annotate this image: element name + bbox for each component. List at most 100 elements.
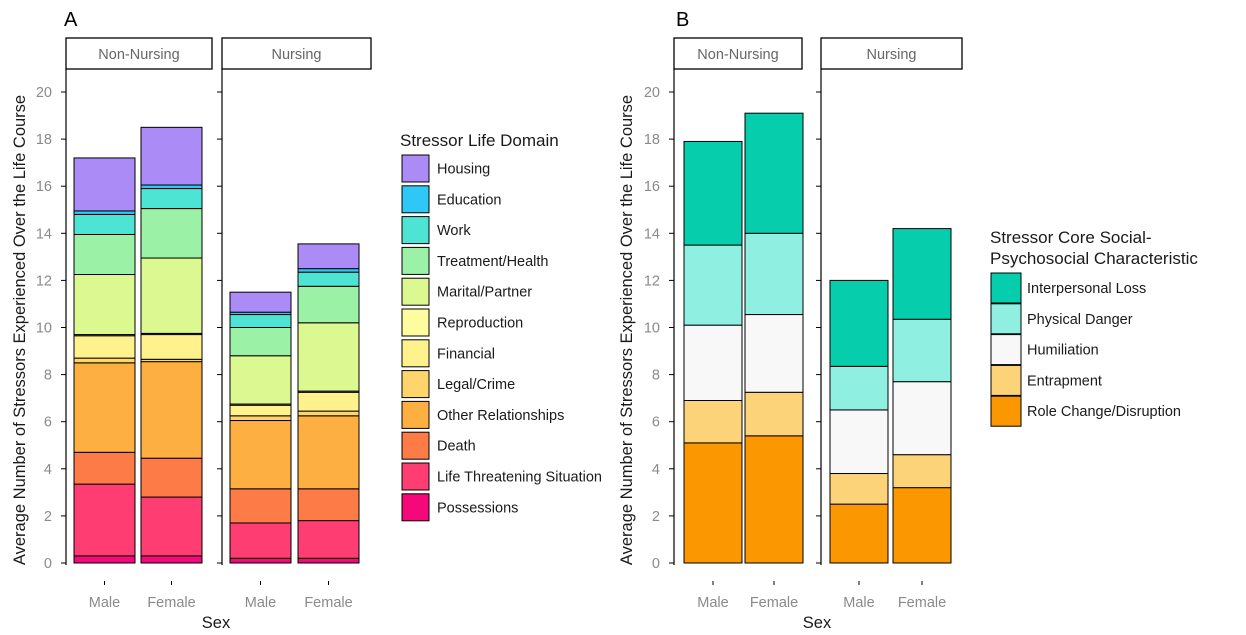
- bar-segment: [829, 473, 889, 505]
- bar-segment: [892, 454, 952, 489]
- legend-label: Work: [437, 223, 471, 239]
- bar-segment: [73, 555, 136, 564]
- panel-b-facet-strips: Non-Nursing Nursing: [673, 37, 963, 70]
- panel-a-y-ticks: 0 2 4 6 8 10 12 14 16 18 20: [36, 85, 222, 572]
- bar-segment: [829, 409, 889, 475]
- y-tick-label: 14: [36, 226, 52, 242]
- panel-a-x-axis-title: Sex: [202, 614, 231, 632]
- panel-b-legend-title-line-2: Psychosocial Characteristic: [990, 249, 1198, 268]
- bar-segment: [73, 274, 136, 336]
- bar-segment: [73, 233, 136, 276]
- legend-label: Interpersonal Loss: [1027, 281, 1146, 297]
- panel-b-label: B: [676, 9, 689, 31]
- legend-label: Legal/Crime: [437, 377, 515, 393]
- x-tick-label: Male: [245, 595, 276, 611]
- legend-label: Life Threatening Situation: [437, 470, 602, 486]
- bar-segment: [229, 488, 292, 524]
- legend-label: Marital/Partner: [437, 285, 532, 301]
- bar-segment: [683, 442, 743, 564]
- bar-segment: [892, 381, 952, 456]
- facet-strip-label: Non-Nursing: [98, 47, 179, 63]
- y-tick-label: 4: [652, 462, 660, 478]
- bar-segment: [297, 415, 360, 490]
- bar-segment: [229, 557, 292, 564]
- panel-b-x-ticks: Male Female Male Female: [697, 581, 946, 611]
- legend-swatch: [990, 395, 1022, 427]
- legend-swatch: [401, 370, 430, 399]
- legend-swatch: [990, 303, 1022, 335]
- legend-label: Death: [437, 439, 476, 455]
- legend-swatch: [401, 277, 430, 306]
- bar-segment: [229, 404, 292, 417]
- bar-segment: [229, 314, 292, 328]
- y-tick-label: 16: [644, 179, 660, 195]
- bar-segment: [892, 228, 952, 320]
- bar-segment: [297, 322, 360, 392]
- legend-label: Other Relationships: [437, 408, 564, 424]
- bar-segment: [140, 334, 203, 360]
- bar-segment: [229, 355, 292, 405]
- y-tick-label: 4: [44, 462, 52, 478]
- y-tick-label: 18: [644, 132, 660, 148]
- legend-label: Physical Danger: [1027, 312, 1133, 328]
- bar-segment: [744, 112, 804, 234]
- bar-segment: [73, 335, 136, 359]
- panel-b: B Average Number of Stressors Experience…: [618, 9, 1198, 632]
- x-tick-label: Male: [697, 595, 728, 611]
- panel-a-facet-strips: Non-Nursing Nursing: [65, 37, 372, 70]
- legend-swatch: [990, 272, 1022, 304]
- panel-a-axes: [65, 69, 223, 565]
- bar-segment: [73, 451, 136, 485]
- y-tick-label: 2: [44, 509, 52, 525]
- panel-a: A Average Number of Stressors Experience…: [11, 9, 602, 632]
- x-tick-label: Female: [898, 595, 946, 611]
- bar-segment: [744, 391, 804, 437]
- bar-segment: [892, 487, 952, 564]
- legend-label: Possessions: [437, 500, 518, 516]
- bar-segment: [892, 318, 952, 383]
- bar-segment: [829, 503, 889, 564]
- panel-a-label: A: [64, 9, 78, 31]
- bar-segment: [829, 279, 889, 367]
- legend-label: Reproduction: [437, 316, 523, 332]
- panel-b-bars: [683, 112, 952, 564]
- bar-segment: [140, 184, 203, 190]
- facet-strip-nursing: [820, 37, 963, 70]
- facet-strip-non-nursing: [673, 37, 803, 70]
- panel-b-legend: Stressor Core Social- Psychosocial Chara…: [990, 228, 1198, 427]
- bar-segment: [683, 324, 743, 402]
- y-tick-label: 14: [644, 226, 660, 242]
- bar-segment: [229, 415, 292, 422]
- bar-segment: [73, 357, 136, 364]
- bar-segment: [297, 285, 360, 324]
- panel-b-y-ticks: 0 2 4 6 8 10 12 14 16 18 20: [644, 85, 821, 572]
- bar-segment: [683, 244, 743, 326]
- legend-label: Treatment/Health: [437, 254, 548, 270]
- x-tick-label: Male: [843, 595, 874, 611]
- bar-segment: [140, 555, 203, 564]
- legend-swatch: [401, 400, 430, 429]
- bar-segment: [140, 188, 203, 210]
- bar-segment: [829, 365, 889, 411]
- legend-label: Housing: [437, 162, 490, 178]
- bar-segment: [140, 257, 203, 334]
- legend-label: Financial: [437, 346, 495, 362]
- panel-b-axes: [673, 69, 822, 565]
- bar-segment: [140, 208, 203, 259]
- panel-a-x-ticks: Male Female Male Female: [89, 581, 353, 611]
- bar-segment: [297, 557, 360, 564]
- legend-swatch: [990, 334, 1022, 366]
- facet-strip-non-nursing: [65, 37, 213, 70]
- y-tick-label: 2: [652, 509, 660, 525]
- bar-segment: [229, 291, 292, 313]
- x-tick-label: Female: [750, 595, 798, 611]
- legend-swatch: [401, 246, 430, 275]
- y-tick-label: 6: [44, 415, 52, 431]
- bar-segment: [140, 361, 203, 459]
- panel-b-legend-title-line-1: Stressor Core Social-: [990, 228, 1152, 247]
- bar-segment: [297, 268, 360, 273]
- bar-segment: [229, 420, 292, 490]
- legend-swatch: [401, 308, 430, 337]
- y-tick-label: 0: [652, 556, 660, 572]
- panel-a-legend: Stressor Life Domain Housing Education Wor…: [400, 131, 602, 522]
